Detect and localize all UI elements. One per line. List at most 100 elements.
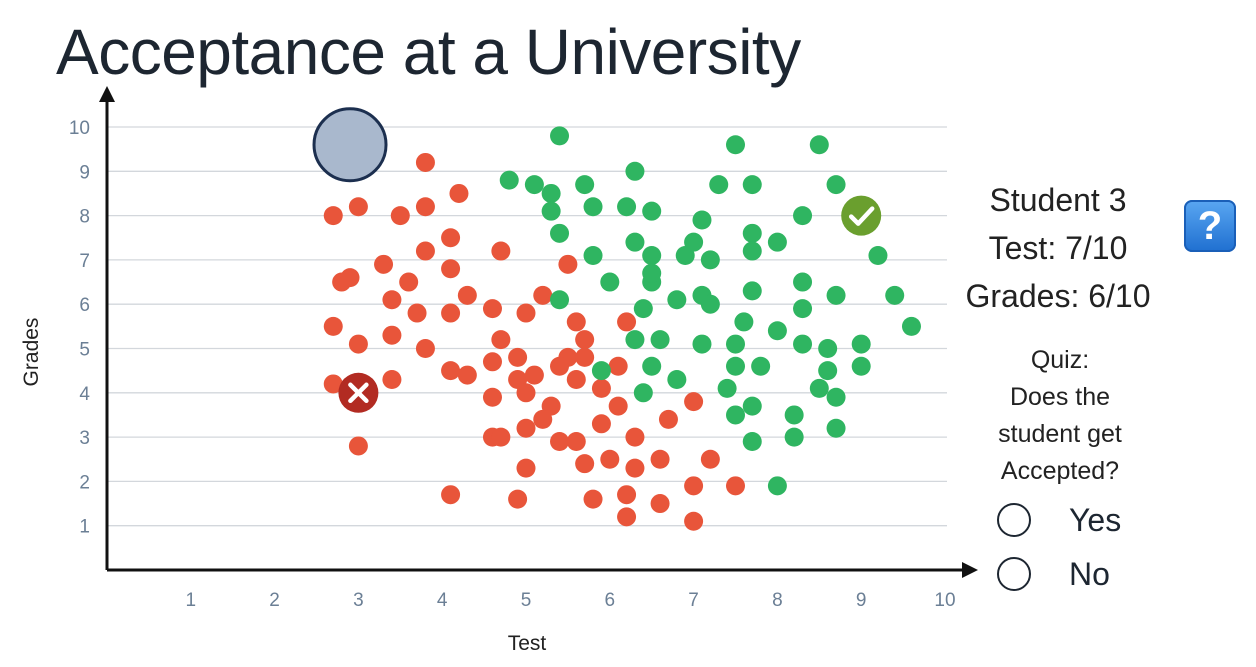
option-no[interactable]: No <box>997 554 1110 594</box>
accepted-point <box>717 378 737 398</box>
rejected-point <box>323 206 343 226</box>
accepted-point <box>734 312 754 332</box>
y-tick-label: 5 <box>79 340 90 361</box>
rejected-point <box>441 361 461 381</box>
accepted-check-icon <box>841 195 882 236</box>
accepted-point <box>524 175 544 195</box>
rejected-point <box>382 290 402 310</box>
rejected-point <box>348 197 368 217</box>
rejected-point <box>457 365 477 385</box>
option-yes-label: Yes <box>1069 501 1122 538</box>
rejected-point <box>457 285 477 305</box>
y-tick-label: 9 <box>79 162 90 183</box>
rejected-point <box>508 489 528 509</box>
rejected-point <box>441 485 461 505</box>
question-mark-icon[interactable]: ? <box>1184 200 1236 252</box>
rejected-point <box>608 396 628 416</box>
rejected-point <box>575 454 595 474</box>
rejected-point <box>575 330 595 350</box>
rejected-point <box>482 387 502 407</box>
rejected-point <box>566 312 586 332</box>
rejected-point <box>617 485 637 505</box>
accepted-point <box>793 206 813 226</box>
rejected-point <box>441 259 461 279</box>
rejected-point <box>524 365 544 385</box>
rejected-point <box>407 303 427 323</box>
y-tick-label: 6 <box>79 295 90 316</box>
y-tick-labels: 1 2 3 4 5 6 7 8 9 10 <box>69 118 91 538</box>
rejected-point <box>323 316 343 336</box>
accepted-point <box>901 316 921 336</box>
accepted-point <box>575 175 595 195</box>
radio-yes[interactable] <box>997 503 1031 537</box>
rejected-point <box>482 352 502 372</box>
accepted-point <box>541 183 561 203</box>
accepted-point <box>583 245 603 265</box>
student-name: Student 3 <box>989 182 1127 218</box>
rejected-point <box>516 303 536 323</box>
rejected-point <box>625 458 645 478</box>
student-test-score: Test: 7/10 <box>988 230 1128 266</box>
rejected-point <box>482 299 502 319</box>
accepted-point <box>726 135 745 155</box>
accepted-point <box>726 334 745 354</box>
rejected-point <box>600 449 620 469</box>
accepted-point <box>709 175 729 195</box>
option-yes[interactable]: Yes <box>997 500 1121 540</box>
rejected-point <box>617 507 637 527</box>
rejected-point <box>491 330 511 350</box>
accepted-point <box>650 330 670 350</box>
student-info: Student 3 Test: 7/10 Grades: 6/10 <box>940 176 1176 320</box>
x-tick-label: 3 <box>353 590 364 611</box>
rejected-point <box>382 325 402 345</box>
radio-no[interactable] <box>997 557 1031 591</box>
accepted-point <box>550 223 570 243</box>
accepted-point <box>726 405 745 425</box>
rejected-point <box>508 347 528 367</box>
accepted-point <box>767 476 787 496</box>
accepted-point <box>742 396 762 416</box>
rejected-point <box>591 414 611 434</box>
accepted-point <box>742 175 762 195</box>
data-points <box>323 126 921 531</box>
rejected-point <box>550 356 570 376</box>
accepted-point <box>767 232 787 252</box>
y-tick-label: 1 <box>79 517 90 538</box>
rejected-point <box>558 254 578 274</box>
accepted-point <box>583 197 603 217</box>
accepted-point <box>826 285 846 305</box>
rejected-point <box>348 436 368 456</box>
accepted-point <box>751 356 771 376</box>
option-no-label: No <box>1069 555 1110 592</box>
accepted-point <box>818 361 838 381</box>
rejected-point <box>650 449 670 469</box>
x-tick-label: 8 <box>772 590 783 611</box>
y-tick-label: 8 <box>79 207 90 228</box>
x-tick-label: 7 <box>688 590 699 611</box>
accepted-point <box>826 387 846 407</box>
accepted-point <box>742 432 762 452</box>
rejected-point <box>374 254 394 274</box>
accepted-point <box>633 383 653 403</box>
y-tick-label: 3 <box>79 428 90 449</box>
rejected-point <box>650 494 670 514</box>
accepted-highlight-point <box>841 195 882 236</box>
accepted-point <box>809 135 829 155</box>
accepted-point <box>742 223 762 243</box>
accepted-point <box>667 370 687 390</box>
student-grades: Grades: 6/10 <box>965 278 1151 314</box>
accepted-point <box>625 161 645 181</box>
rejected-point <box>491 427 511 447</box>
rejected-point <box>516 458 536 478</box>
rejected-point <box>399 272 419 292</box>
accepted-point <box>550 126 570 146</box>
accepted-point <box>793 272 813 292</box>
rejected-point <box>550 432 570 452</box>
x-tick-label: 1 <box>186 590 197 611</box>
query-student-marker <box>312 107 388 183</box>
x-tick-label: 9 <box>856 590 867 611</box>
rejected-point <box>348 334 368 354</box>
rejected-point <box>382 370 402 390</box>
accepted-point <box>642 356 662 376</box>
